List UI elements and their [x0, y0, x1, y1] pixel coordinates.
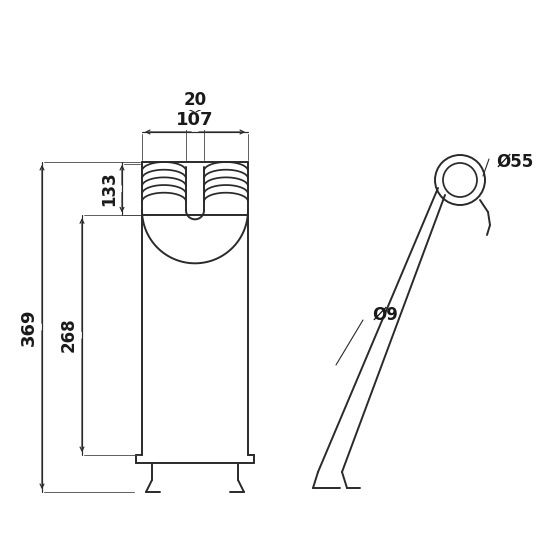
Text: Ø9: Ø9: [373, 306, 399, 324]
Text: 369: 369: [20, 308, 38, 346]
Text: 107: 107: [176, 111, 214, 129]
Text: Ø55: Ø55: [497, 153, 534, 171]
Text: 133: 133: [100, 171, 118, 206]
Text: 268: 268: [60, 318, 78, 352]
Text: 20: 20: [184, 91, 207, 109]
